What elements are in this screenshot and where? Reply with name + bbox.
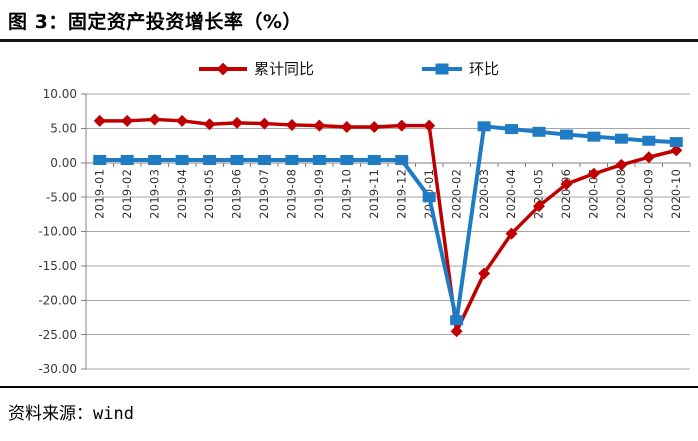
x-axis-label: 2020-04 [504, 169, 518, 219]
source-value: wind [93, 404, 134, 424]
data-point-marker [559, 129, 573, 140]
data-point-marker [614, 133, 628, 144]
legend-label-mom: 环比 [469, 60, 500, 78]
data-point-marker [176, 114, 189, 127]
y-axis-label: -10.00 [38, 225, 77, 239]
x-axis-label: 2019-01 [92, 169, 106, 219]
data-point-marker [669, 137, 683, 148]
x-axis-label: 2019-12 [394, 169, 408, 219]
x-axis-label: 2019-09 [312, 169, 326, 219]
y-axis-label: 0.00 [50, 156, 77, 170]
x-axis-label: 2020-07 [587, 169, 601, 219]
data-point-marker [642, 151, 655, 164]
x-axis-label: 2020-08 [614, 169, 628, 219]
data-point-marker [340, 155, 354, 165]
figure-title: 图 3：固定资产投资增长率（%） [8, 11, 302, 33]
legend-line-blue [422, 63, 462, 74]
data-point-marker [560, 178, 573, 191]
data-point-marker [231, 116, 243, 129]
source-note: 资料来源：wind [8, 399, 134, 424]
data-point-marker [368, 121, 381, 133]
y-axis-label: 10.00 [43, 87, 77, 101]
data-point-marker [477, 121, 491, 132]
x-axis-label: 2019-05 [202, 169, 216, 219]
data-point-marker [478, 267, 491, 280]
data-point-marker [175, 155, 189, 165]
data-point-marker [587, 167, 600, 180]
x-axis-label: 2019-06 [230, 169, 244, 219]
x-axis-label: 2019-02 [120, 169, 134, 219]
data-point-marker [230, 155, 244, 165]
chart-legend: 累计同比 环比 [0, 58, 698, 79]
y-axis-label: -20.00 [38, 293, 77, 307]
y-axis-label: -30.00 [38, 362, 77, 376]
x-axis-label: 2020-09 [641, 169, 655, 219]
x-axis-label: 2020-10 [669, 169, 683, 219]
data-point-marker [257, 155, 271, 165]
chart-plot-area: 10.00 5.00 0.00 -5.00 -10.00 -15.00 -20.00 -25.… [38, 87, 691, 376]
data-point-marker [258, 117, 271, 130]
data-point-marker [93, 114, 106, 127]
series-line-cumulative-yoy [97, 117, 679, 333]
data-point-marker [148, 113, 161, 126]
data-point-marker [285, 155, 299, 165]
data-point-marker [532, 126, 546, 137]
x-axis-label: 2020-03 [477, 169, 491, 219]
data-point-marker [312, 155, 326, 165]
data-point-marker [450, 315, 464, 326]
data-point-marker [148, 155, 162, 165]
y-axis-label: 5.00 [50, 122, 77, 136]
x-axis-label: 2019-10 [339, 169, 353, 219]
diamond-marker-icon [216, 62, 230, 75]
data-point-marker [533, 200, 545, 213]
data-point-marker [367, 155, 381, 165]
data-point-marker [313, 119, 326, 132]
source-label: 资料来源： [8, 404, 93, 424]
series-line-mom [97, 124, 679, 323]
data-point-marker [505, 124, 519, 135]
title-rule [0, 39, 698, 42]
data-point-marker [340, 121, 353, 133]
x-axis-label: 2020-02 [449, 169, 463, 219]
x-axis-label: 2020-06 [559, 169, 573, 219]
data-point-marker [422, 192, 436, 203]
legend-line-red [198, 62, 247, 75]
data-point-marker [587, 131, 601, 142]
data-point-marker [450, 325, 463, 338]
y-axis-label: -5.00 [46, 190, 77, 204]
legend-item-mom: 环比 [422, 58, 499, 79]
data-point-marker [120, 155, 134, 165]
x-axis-label: 2019-04 [175, 169, 189, 219]
data-point-marker [642, 135, 656, 146]
x-axis-label: 2019-11 [367, 169, 381, 219]
data-point-marker [615, 158, 628, 171]
data-point-marker [505, 227, 518, 240]
x-axis-label: 2019-08 [285, 169, 299, 219]
square-marker-icon [435, 63, 449, 74]
data-point-marker [203, 118, 216, 131]
data-point-marker [395, 119, 408, 132]
y-axis-label: -15.00 [38, 259, 77, 273]
y-axis-label: -25.00 [38, 328, 77, 342]
data-point-marker [203, 155, 217, 165]
x-axis-label: 2019-03 [147, 169, 161, 219]
data-point-marker [93, 155, 107, 165]
data-point-marker [395, 155, 409, 165]
data-point-marker [285, 118, 298, 131]
data-point-marker [121, 114, 134, 127]
legend-label-cumulative-yoy: 累计同比 [253, 60, 314, 78]
data-point-marker [423, 119, 436, 132]
bottom-rule [0, 386, 698, 388]
x-axis-label: 2019-07 [257, 169, 271, 219]
data-point-marker [670, 144, 683, 157]
legend-item-cumulative-yoy: 累计同比 [198, 58, 314, 79]
